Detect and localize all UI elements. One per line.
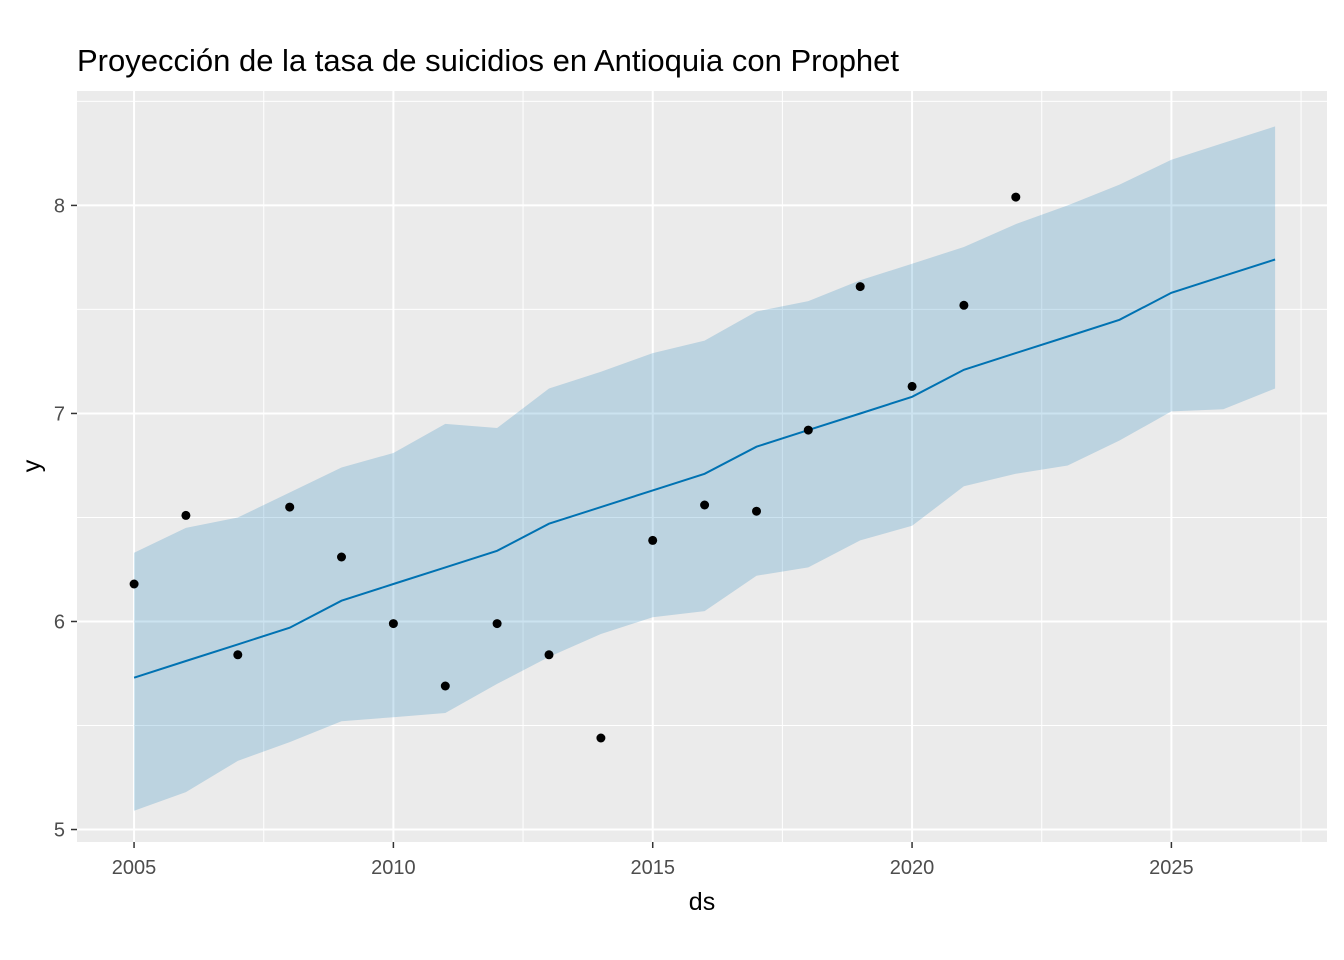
data-point bbox=[959, 300, 969, 310]
chart-title: Proyección de la tasa de suicidios en An… bbox=[77, 43, 899, 78]
y-axis-title: y bbox=[18, 459, 46, 472]
data-point bbox=[596, 733, 606, 743]
uncertainty-band bbox=[134, 126, 1276, 811]
uncertainty-band-layer bbox=[134, 126, 1276, 811]
x-tick-label: 2020 bbox=[890, 857, 935, 879]
x-tick-label: 2015 bbox=[630, 857, 675, 879]
x-tick-label: 2025 bbox=[1149, 857, 1194, 879]
x-axis: 2005 2010 2015 2020 2025 bbox=[112, 842, 1194, 879]
data-point bbox=[440, 681, 450, 691]
observed-points-layer bbox=[129, 192, 1021, 743]
data-point bbox=[648, 535, 658, 545]
data-point bbox=[492, 619, 502, 629]
x-tick-label: 2010 bbox=[371, 857, 416, 879]
data-point bbox=[544, 650, 554, 660]
data-point bbox=[907, 381, 917, 391]
plot-panel bbox=[77, 91, 1327, 842]
y-tick-label: 6 bbox=[54, 611, 65, 633]
forecast-line bbox=[133, 258, 1276, 679]
data-point bbox=[700, 500, 710, 510]
data-point bbox=[129, 579, 139, 589]
grid-major bbox=[77, 91, 1327, 842]
y-tick-label: 8 bbox=[54, 195, 65, 217]
forecast-line-layer bbox=[133, 258, 1276, 679]
y-tick-label: 5 bbox=[54, 820, 65, 842]
grid-minor bbox=[77, 91, 1327, 842]
y-axis: 5 6 7 8 bbox=[54, 195, 77, 842]
x-axis-title: ds bbox=[689, 888, 715, 916]
data-point bbox=[181, 510, 191, 520]
data-point bbox=[752, 506, 761, 516]
data-point bbox=[388, 619, 398, 629]
x-tick-label: 2005 bbox=[112, 857, 157, 879]
data-point bbox=[337, 552, 346, 562]
data-point bbox=[233, 650, 243, 660]
y-tick-label: 7 bbox=[54, 403, 65, 425]
data-point bbox=[855, 282, 865, 292]
data-point bbox=[1011, 192, 1021, 202]
data-point bbox=[285, 502, 295, 512]
data-point bbox=[803, 425, 813, 435]
